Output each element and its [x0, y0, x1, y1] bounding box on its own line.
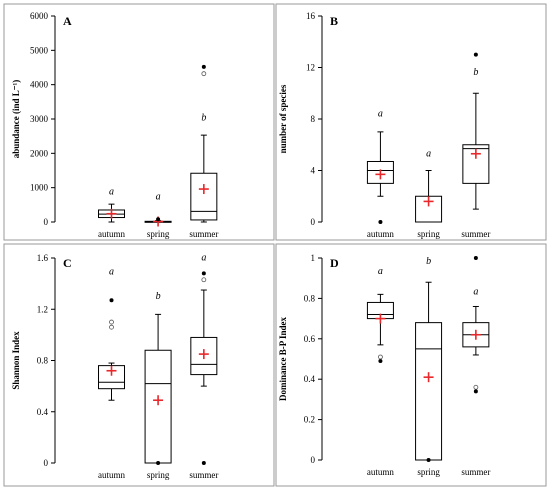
y-tick-label-c-4: 1.6 [37, 253, 49, 263]
y-tick-label-b-1: 4 [311, 166, 316, 176]
outlier-open-c-autumn-1 [109, 319, 114, 325]
significance-letter-c-summer: a [201, 253, 206, 264]
y-tick-label-c-0: 0 [44, 458, 49, 468]
outlier-filled-c-autumn-0 [109, 298, 114, 303]
category-label-d-spring: spring [417, 467, 440, 477]
y-tick-label-a-4: 4000 [30, 80, 49, 90]
box-group-d-spring: b [415, 256, 443, 462]
box-group-d-autumn: a [366, 266, 394, 364]
box-group-a-summer: b [190, 64, 218, 223]
panel-a-frame [3, 3, 275, 241]
significance-letter-a-summer: b [201, 113, 206, 124]
significance-letter-d-summer: a [473, 286, 478, 297]
panel-b: B 0 4 8 12 16 number of species autumn spring sum… [278, 11, 490, 239]
significance-letter-a-spring: a [156, 192, 161, 203]
outlier-filled-c-summer-1 [201, 461, 206, 465]
outlier-filled-b-autumn-0 [378, 220, 383, 224]
box-group-a-spring: a [144, 192, 172, 227]
y-axis-label-b: number of species [278, 84, 288, 153]
box-group-c-spring: b [144, 291, 172, 465]
category-label-c-summer: summer [189, 470, 218, 480]
y-tick-label-a-2: 2000 [30, 148, 49, 158]
y-tick-label-b-2: 8 [311, 114, 316, 124]
y-tick-label-d-4: 0.8 [304, 293, 316, 303]
outlier-open-c-summer-0 [201, 277, 207, 283]
category-label-d-summer: summer [461, 467, 490, 477]
box-group-a-autumn: a [98, 187, 126, 223]
category-label-a-autumn: autumn [98, 229, 125, 239]
outlier-filled-d-autumn-0 [378, 359, 383, 364]
category-label-b-summer: summer [461, 229, 490, 239]
y-tick-label-c-2: 0.8 [37, 356, 49, 366]
panel-c: C 0 0.4 0.8 1.2 1.6 Shannon Index autumn spring s… [11, 253, 218, 480]
box-group-b-autumn: a [366, 108, 394, 224]
y-axis-label-a: abundance (ind L⁻¹) [11, 80, 21, 158]
y-tick-label-d-1: 0.2 [304, 415, 315, 425]
box-group-b-summer: b [462, 52, 490, 210]
panel-d: D 0 0.2 0.4 0.6 0.8 1 Dominance B-P Index autumn… [278, 253, 490, 477]
y-tick-label-d-3: 0.6 [304, 334, 316, 344]
significance-letter-c-spring: b [156, 291, 161, 302]
box-c-spring [144, 349, 172, 464]
panel-letter-d: D [330, 256, 339, 270]
box-group-c-autumn: a [98, 267, 126, 401]
box-group-b-spring: a [415, 148, 443, 223]
panel-d-frame [275, 243, 547, 487]
y-axis-label-d: Dominance B-P Index [278, 317, 288, 402]
category-label-b-spring: spring [417, 229, 440, 239]
y-tick-label-a-1: 1000 [30, 183, 49, 193]
y-tick-label-c-3: 1.2 [37, 304, 48, 314]
panel-b-frame [275, 3, 547, 241]
category-label-a-summer: summer [189, 229, 218, 239]
box-group-d-summer: a [462, 256, 490, 394]
significance-letter-d-autumn: a [378, 266, 383, 277]
outlier-filled-a-summer-0 [201, 64, 206, 69]
y-axis-label-c: Shannon Index [11, 331, 21, 390]
category-label-a-spring: spring [147, 229, 170, 239]
category-label-b-autumn: autumn [367, 229, 394, 239]
outlier-filled-c-spring-0 [156, 461, 161, 465]
y-tick-label-b-4: 16 [306, 11, 316, 21]
panel-letter-a: A [63, 14, 72, 28]
panel-a: A 0 1000 2000 3000 4000 5000 6000 abundance (ind… [11, 11, 218, 239]
y-tick-label-d-2: 0.4 [304, 374, 316, 384]
y-tick-label-d-0: 0 [311, 455, 316, 465]
outlier-filled-c-summer-0 [201, 271, 206, 276]
y-tick-label-c-1: 0.4 [37, 407, 49, 417]
outlier-filled-d-summer-1 [473, 389, 478, 394]
box-c-autumn [98, 365, 126, 390]
significance-letter-c-autumn: a [109, 267, 114, 278]
panel-c-frame [3, 243, 275, 487]
y-tick-label-a-3: 3000 [30, 114, 49, 124]
box-group-c-summer: a [190, 253, 218, 465]
significance-letter-b-spring: a [426, 148, 431, 159]
category-label-d-autumn: autumn [367, 467, 394, 477]
category-label-c-spring: spring [147, 470, 170, 480]
outlier-open-d-autumn-0 [378, 354, 383, 360]
y-tick-label-d-5: 1 [311, 253, 316, 263]
outlier-open-c-autumn-0 [109, 324, 114, 330]
significance-letter-d-spring: b [426, 256, 431, 267]
box-d-spring [415, 322, 443, 461]
outlier-filled-a-spring-0 [156, 217, 161, 222]
category-label-c-autumn: autumn [98, 470, 125, 480]
y-tick-label-a-5: 5000 [30, 45, 49, 55]
y-tick-label-b-3: 12 [306, 63, 315, 73]
outlier-filled-b-summer-0 [473, 52, 478, 57]
outlier-open-a-summer-0 [201, 71, 207, 77]
y-tick-label-b-0: 0 [311, 217, 316, 227]
panel-letter-c: C [63, 256, 72, 270]
outlier-open-d-summer-0 [473, 384, 479, 390]
significance-letter-b-summer: b [473, 67, 478, 78]
significance-letter-a-autumn: a [109, 187, 114, 198]
panel-letter-b: B [330, 14, 338, 28]
box-a-summer [190, 172, 218, 221]
y-tick-label-a-6: 6000 [30, 11, 49, 21]
outlier-filled-d-spring-0 [426, 458, 431, 462]
y-tick-label-a-0: 0 [44, 217, 49, 227]
significance-letter-b-autumn: a [378, 108, 383, 119]
outlier-filled-d-summer-0 [473, 256, 478, 260]
